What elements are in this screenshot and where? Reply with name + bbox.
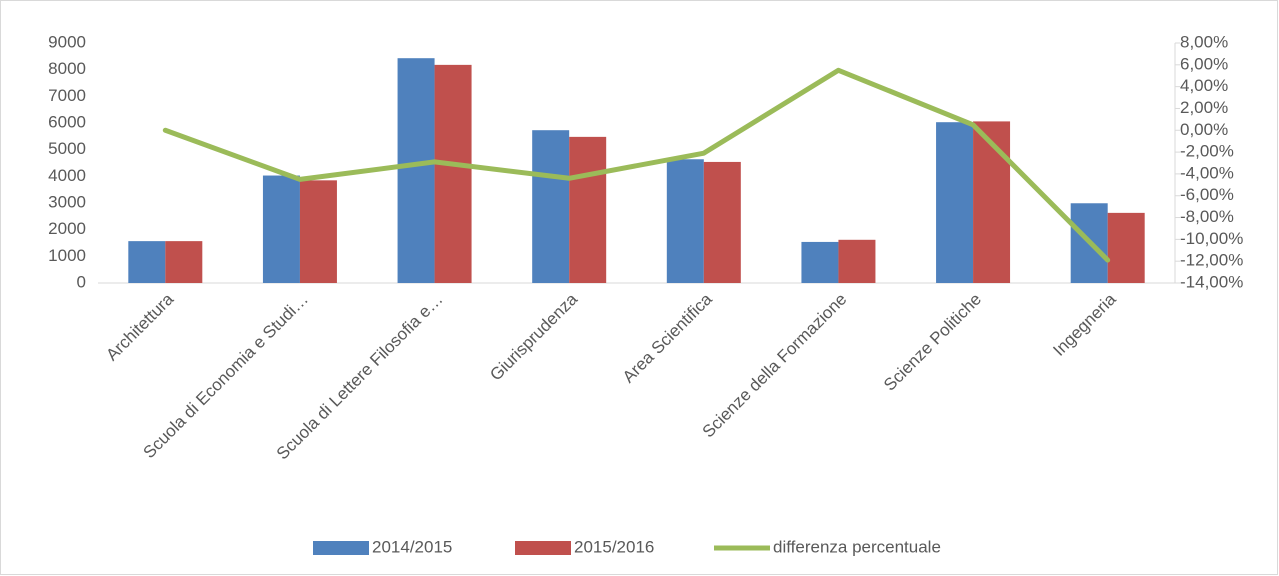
y-tick-label: 2000 [48,219,86,238]
y2-tick-label: 0,00% [1180,120,1228,139]
legend-swatch [515,541,571,555]
bar [165,241,203,283]
bar [128,241,166,283]
y-tick-label: 1000 [48,246,86,265]
y2-tick-label: -8,00% [1180,207,1234,226]
legend-label: differenza percentuale [773,537,941,556]
y-tick-label: 3000 [48,192,86,211]
line [162,67,1111,263]
y2-tick-label: 2,00% [1180,98,1228,117]
bar [532,130,570,283]
y-tick-label: 8000 [48,59,86,78]
bar [703,161,741,283]
y2-tick-label: -4,00% [1180,163,1234,182]
bar [666,159,704,283]
bar [973,121,1011,284]
y-tick-label: 4000 [48,166,86,185]
y2-tick-label: -2,00% [1180,142,1234,161]
y-tick-label: 9000 [48,32,86,51]
bar [838,239,876,283]
y-tick-label: 7000 [48,86,86,105]
bar [434,64,472,283]
bar [397,58,435,284]
legend-label: 2015/2016 [574,537,654,556]
legend-label: 2014/2015 [372,537,452,556]
y2-tick-label: 6,00% [1180,54,1228,73]
y-tick-label: 6000 [48,112,86,131]
bar [569,136,607,283]
y-tick-label: 5000 [48,139,86,158]
y2-tick-label: -10,00% [1180,229,1243,248]
bar [262,175,300,283]
legend-swatch [313,541,369,555]
bar [1107,212,1145,283]
y2-tick-label: 8,00% [1180,32,1228,51]
y2-tick-label: 4,00% [1180,76,1228,95]
y-tick-label: 0 [77,272,86,291]
y2-tick-label: -14,00% [1180,272,1243,291]
bar [801,241,839,283]
y2-tick-label: -6,00% [1180,185,1234,204]
bar [936,122,974,283]
y2-tick-label: -12,00% [1180,251,1243,270]
bar [299,180,337,283]
